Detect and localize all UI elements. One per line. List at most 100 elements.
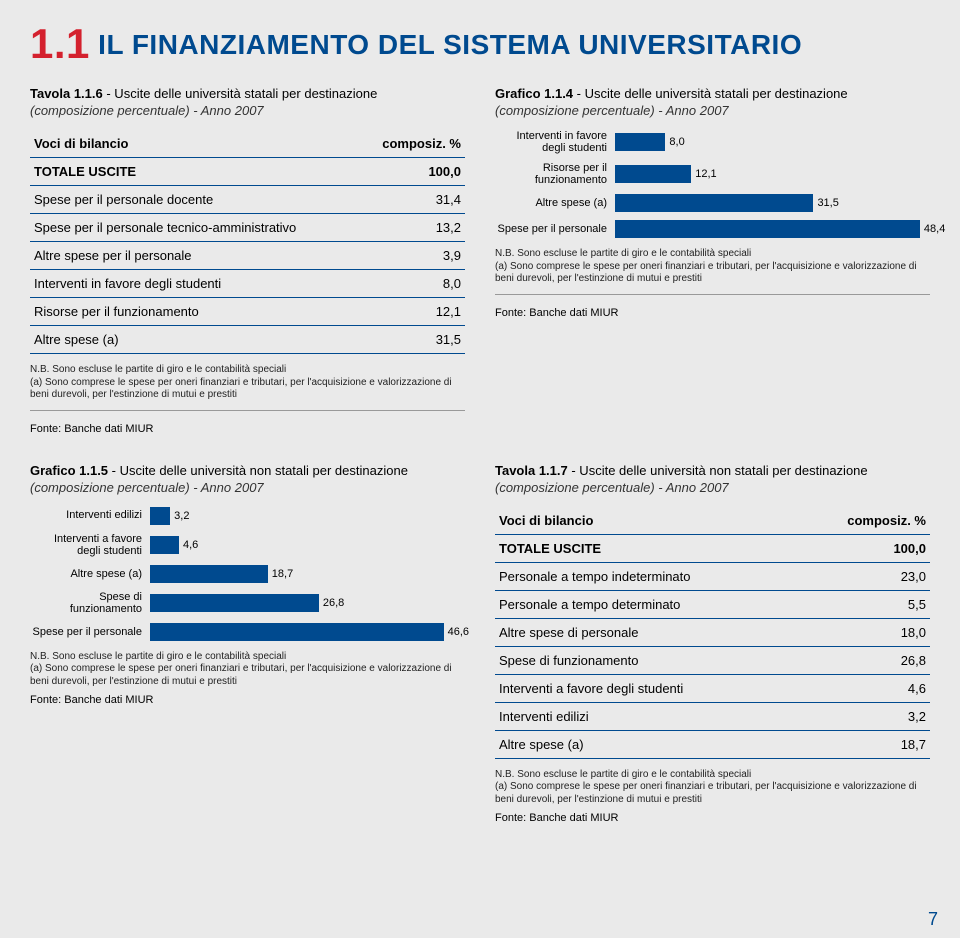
- chart-bar-track: 18,7: [150, 565, 465, 583]
- chart-bar: [150, 594, 319, 612]
- chart-bar-row: Altre spese (a) 31,5: [495, 194, 930, 212]
- table-cell-label: Spese per il personale docente: [30, 186, 359, 214]
- chart-bar-track: 48,4: [615, 220, 930, 238]
- table-cell-value: 5,5: [798, 590, 930, 618]
- table-cell-value: 3,2: [798, 702, 930, 730]
- table-row: Personale a tempo determinato5,5: [495, 590, 930, 618]
- table-row: Interventi a favore degli studenti4,6: [495, 674, 930, 702]
- tavola-116: Tavola 1.1.6 - Uscite delle università s…: [30, 86, 465, 449]
- chart-bar-value: 31,5: [813, 194, 838, 212]
- chart-bar-row: Spese di funzionamento26,8: [30, 591, 465, 615]
- table-row: Altre spese (a)31,5: [30, 326, 465, 354]
- grafico-114: Grafico 1.1.4 - Uscite delle università …: [495, 86, 930, 449]
- chart-bar: [150, 565, 268, 583]
- grafico-114-title: Grafico 1.1.4 - Uscite delle università …: [495, 86, 930, 101]
- table-row: Risorse per il funzionamento12,1: [30, 298, 465, 326]
- chart-bar: [150, 507, 170, 525]
- tavola-117-note: N.B. Sono escluse le partite di giro e l…: [495, 769, 930, 807]
- table-row: Altre spese di personale18,0: [495, 618, 930, 646]
- grafico-115-title-rest: - Uscite delle università non statali pe…: [108, 463, 408, 478]
- tavola-116-table: Voci di bilancio composiz. % TOTALE USCI…: [30, 130, 465, 354]
- table-cell-label: Personale a tempo determinato: [495, 590, 798, 618]
- table-cell-label: Altre spese (a): [495, 730, 798, 758]
- chart-bar-label: Interventi a favore degli studenti: [30, 533, 150, 557]
- table-row: Spese di funzionamento26,8: [495, 646, 930, 674]
- table-cell-value: 8,0: [359, 270, 465, 298]
- tavola-117-col2: composiz. %: [798, 507, 930, 535]
- table-cell-label: Interventi in favore degli studenti: [30, 270, 359, 298]
- chart-bar: [150, 536, 179, 554]
- tavola-116-source: Fonte: Banche dati MIUR: [30, 423, 465, 435]
- table-cell-value: 3,9: [359, 242, 465, 270]
- tavola-116-col1: Voci di bilancio: [30, 130, 359, 158]
- tavola-116-title: Tavola 1.1.6 - Uscite delle università s…: [30, 86, 465, 101]
- chart-bar-row: Interventi a favore degli studenti 4,6: [30, 533, 465, 557]
- chart-bar-row: Spese per il personale46,6: [30, 623, 465, 641]
- chart-bar-label: Interventi in favore degli studenti: [495, 130, 615, 154]
- chart-bar-value: 46,6: [444, 623, 469, 641]
- tavola-117-subtitle: (composizione percentuale) - Anno 2007: [495, 480, 930, 495]
- chart-bar: [615, 133, 665, 151]
- tavola-116-note: N.B. Sono escluse le partite di giro e l…: [30, 364, 465, 402]
- chart-bar-label: Spese per il personale: [495, 223, 615, 235]
- table-cell-label: Altre spese per il personale: [30, 242, 359, 270]
- table-row: Spese per il personale tecnico-amministr…: [30, 214, 465, 242]
- table-cell-value: 12,1: [359, 298, 465, 326]
- section-title: IL FINANZIAMENTO DEL SISTEMA UNIVERSITAR…: [98, 29, 802, 60]
- grafico-115-chart: Interventi edilizi 3,2 Interventi a favore…: [30, 507, 465, 641]
- tavola-117-source: Fonte: Banche dati MIUR: [495, 812, 930, 824]
- tavola-116-title-prefix: Tavola 1.1.6: [30, 86, 103, 101]
- chart-bar-value: 48,4: [920, 220, 945, 238]
- section-number: 1.1: [30, 20, 90, 67]
- note-line1: N.B. Sono escluse le partite di giro e l…: [495, 248, 751, 259]
- table-cell-label: Altre spese (a): [30, 326, 359, 354]
- table-cell-label: Spese di funzionamento: [495, 646, 798, 674]
- tavola-117-title-rest: - Uscite delle università non statali pe…: [568, 463, 868, 478]
- divider: [495, 294, 930, 295]
- grafico-114-subtitle: (composizione percentuale) - Anno 2007: [495, 103, 930, 118]
- page-header: 1.1 IL FINANZIAMENTO DEL SISTEMA UNIVERS…: [30, 20, 930, 68]
- table-cell-value: 26,8: [798, 646, 930, 674]
- grafico-114-source: Fonte: Banche dati MIUR: [495, 307, 930, 319]
- chart-bar: [615, 165, 691, 183]
- chart-bar-track: 46,6: [150, 623, 465, 641]
- chart-bar: [150, 623, 444, 641]
- chart-bar-row: Interventi edilizi 3,2: [30, 507, 465, 525]
- tavola-117-table: Voci di bilancio composiz. % TOTALE USCI…: [495, 507, 930, 759]
- table-cell-label: Interventi edilizi: [495, 702, 798, 730]
- grafico-115-note: N.B. Sono escluse le partite di giro e l…: [30, 651, 465, 689]
- chart-bar-label: Interventi edilizi: [30, 509, 150, 521]
- tavola-116-col2: composiz. %: [359, 130, 465, 158]
- chart-bar-value: 8,0: [665, 133, 684, 151]
- chart-bar-value: 3,2: [170, 507, 189, 525]
- tavola-116-subtitle: (composizione percentuale) - Anno 2007: [30, 103, 465, 118]
- note-line1: N.B. Sono escluse le partite di giro e l…: [30, 364, 286, 375]
- chart-bar-value: 18,7: [268, 565, 293, 583]
- table-cell-label: Spese per il personale tecnico-amministr…: [30, 214, 359, 242]
- chart-bar: [615, 194, 813, 212]
- tavola-116-title-rest: - Uscite delle università statali per de…: [103, 86, 378, 101]
- chart-bar-label: Risorse per il funzionamento: [495, 162, 615, 186]
- chart-bar-track: 26,8: [150, 594, 465, 612]
- table-row: Spese per il personale docente31,4: [30, 186, 465, 214]
- table-cell-value: 4,6: [798, 674, 930, 702]
- table-cell-value: 13,2: [359, 214, 465, 242]
- table-cell-value: 18,0: [798, 618, 930, 646]
- table-row: Altre spese (a)18,7: [495, 730, 930, 758]
- grafico-115-title: Grafico 1.1.5 - Uscite delle università …: [30, 463, 465, 478]
- grafico-114-chart: Interventi in favore degli studenti 8,0 Ri…: [495, 130, 930, 238]
- chart-bar: [615, 220, 920, 238]
- grafico-115: Grafico 1.1.5 - Uscite delle università …: [30, 463, 465, 839]
- table-cell-value: 18,7: [798, 730, 930, 758]
- table-row: Personale a tempo indeterminato23,0: [495, 562, 930, 590]
- table-cell-label: Altre spese di personale: [495, 618, 798, 646]
- chart-bar-row: Interventi in favore degli studenti 8,0: [495, 130, 930, 154]
- chart-bar-track: 12,1: [615, 165, 930, 183]
- chart-bar-value: 4,6: [179, 536, 198, 554]
- table-cell-value: 100,0: [798, 534, 930, 562]
- chart-bar-label: Altre spese (a): [495, 197, 615, 209]
- grafico-115-subtitle: (composizione percentuale) - Anno 2007: [30, 480, 465, 495]
- grafico-114-title-rest: - Uscite delle università statali per de…: [573, 86, 848, 101]
- chart-bar-value: 12,1: [691, 165, 716, 183]
- chart-bar-value: 26,8: [319, 594, 344, 612]
